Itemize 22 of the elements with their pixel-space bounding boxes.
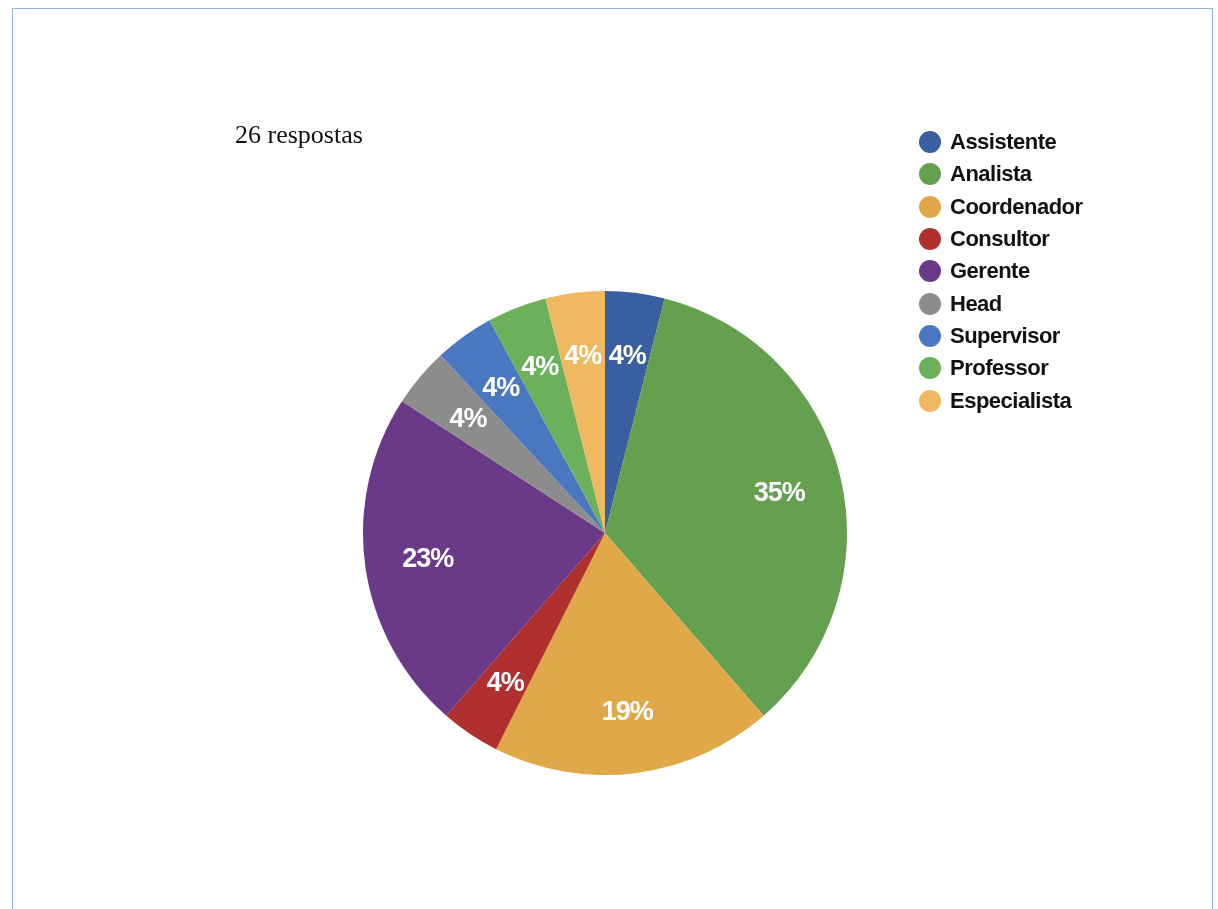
- data-label: 4%: [486, 666, 525, 697]
- data-label: 4%: [521, 351, 560, 382]
- legend-label: Head: [950, 290, 1002, 317]
- data-label: 19%: [601, 695, 654, 726]
- legend-label: Supervisor: [950, 322, 1060, 349]
- data-label: 35%: [753, 476, 806, 507]
- pie-slice: [440, 320, 605, 533]
- data-label: 23%: [402, 542, 455, 573]
- data-label: 4%: [449, 402, 488, 433]
- legend-label: Professor: [950, 355, 1049, 382]
- data-label: 4%: [608, 340, 647, 371]
- legend-label: Consultor: [950, 226, 1050, 253]
- legend-label: Gerente: [950, 258, 1030, 285]
- legend-label: Especialista: [950, 387, 1072, 414]
- data-label: 4%: [564, 340, 603, 371]
- legend-label: Coordenador: [950, 193, 1083, 220]
- pie-slice: [605, 291, 665, 533]
- data-label: 4%: [482, 372, 521, 403]
- pie-slice: [363, 401, 605, 716]
- chart-title: 26 respostas: [235, 120, 363, 150]
- legend-label: Assistente: [950, 129, 1057, 156]
- legend-label: Analista: [950, 161, 1032, 188]
